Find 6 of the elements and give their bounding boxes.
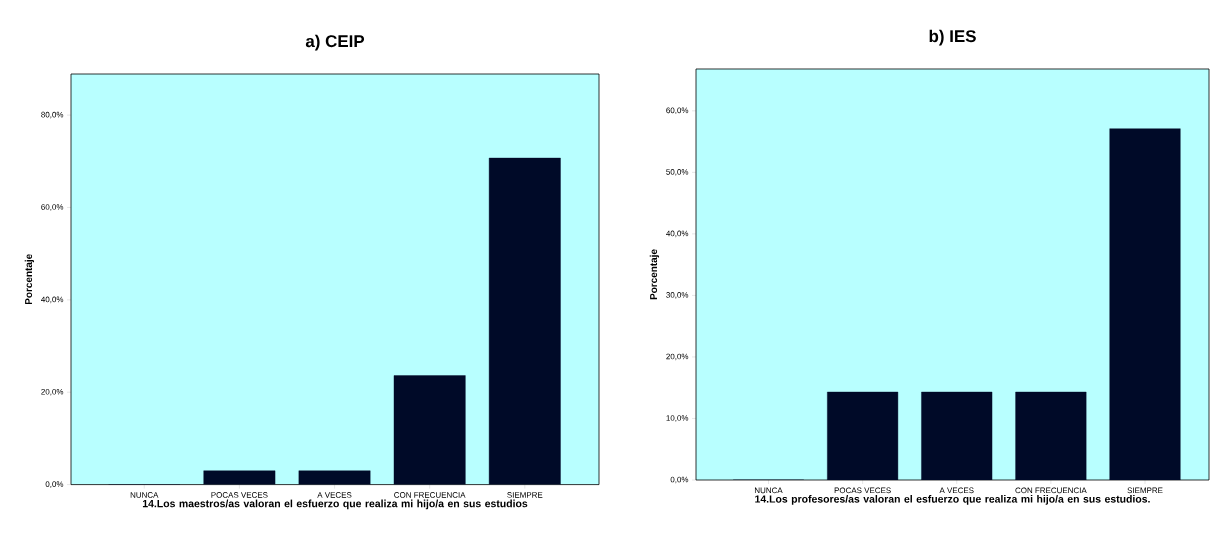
y-axis-title: Porcentaje bbox=[24, 254, 35, 305]
chart-title: b) IES bbox=[929, 29, 976, 46]
x-axis-title: 14.Los profesores/as valoran el esfuerzo que realiza mi hijo/a en sus estudios. bbox=[755, 495, 1150, 505]
y-axis-title: Porcentaje bbox=[649, 249, 660, 300]
x-axis-title: 14.Los maestros/as valoran el esfuerzo que realiza mi hijo/a en sus estudios bbox=[142, 499, 528, 510]
chart-title: a) CEIP bbox=[305, 34, 365, 51]
